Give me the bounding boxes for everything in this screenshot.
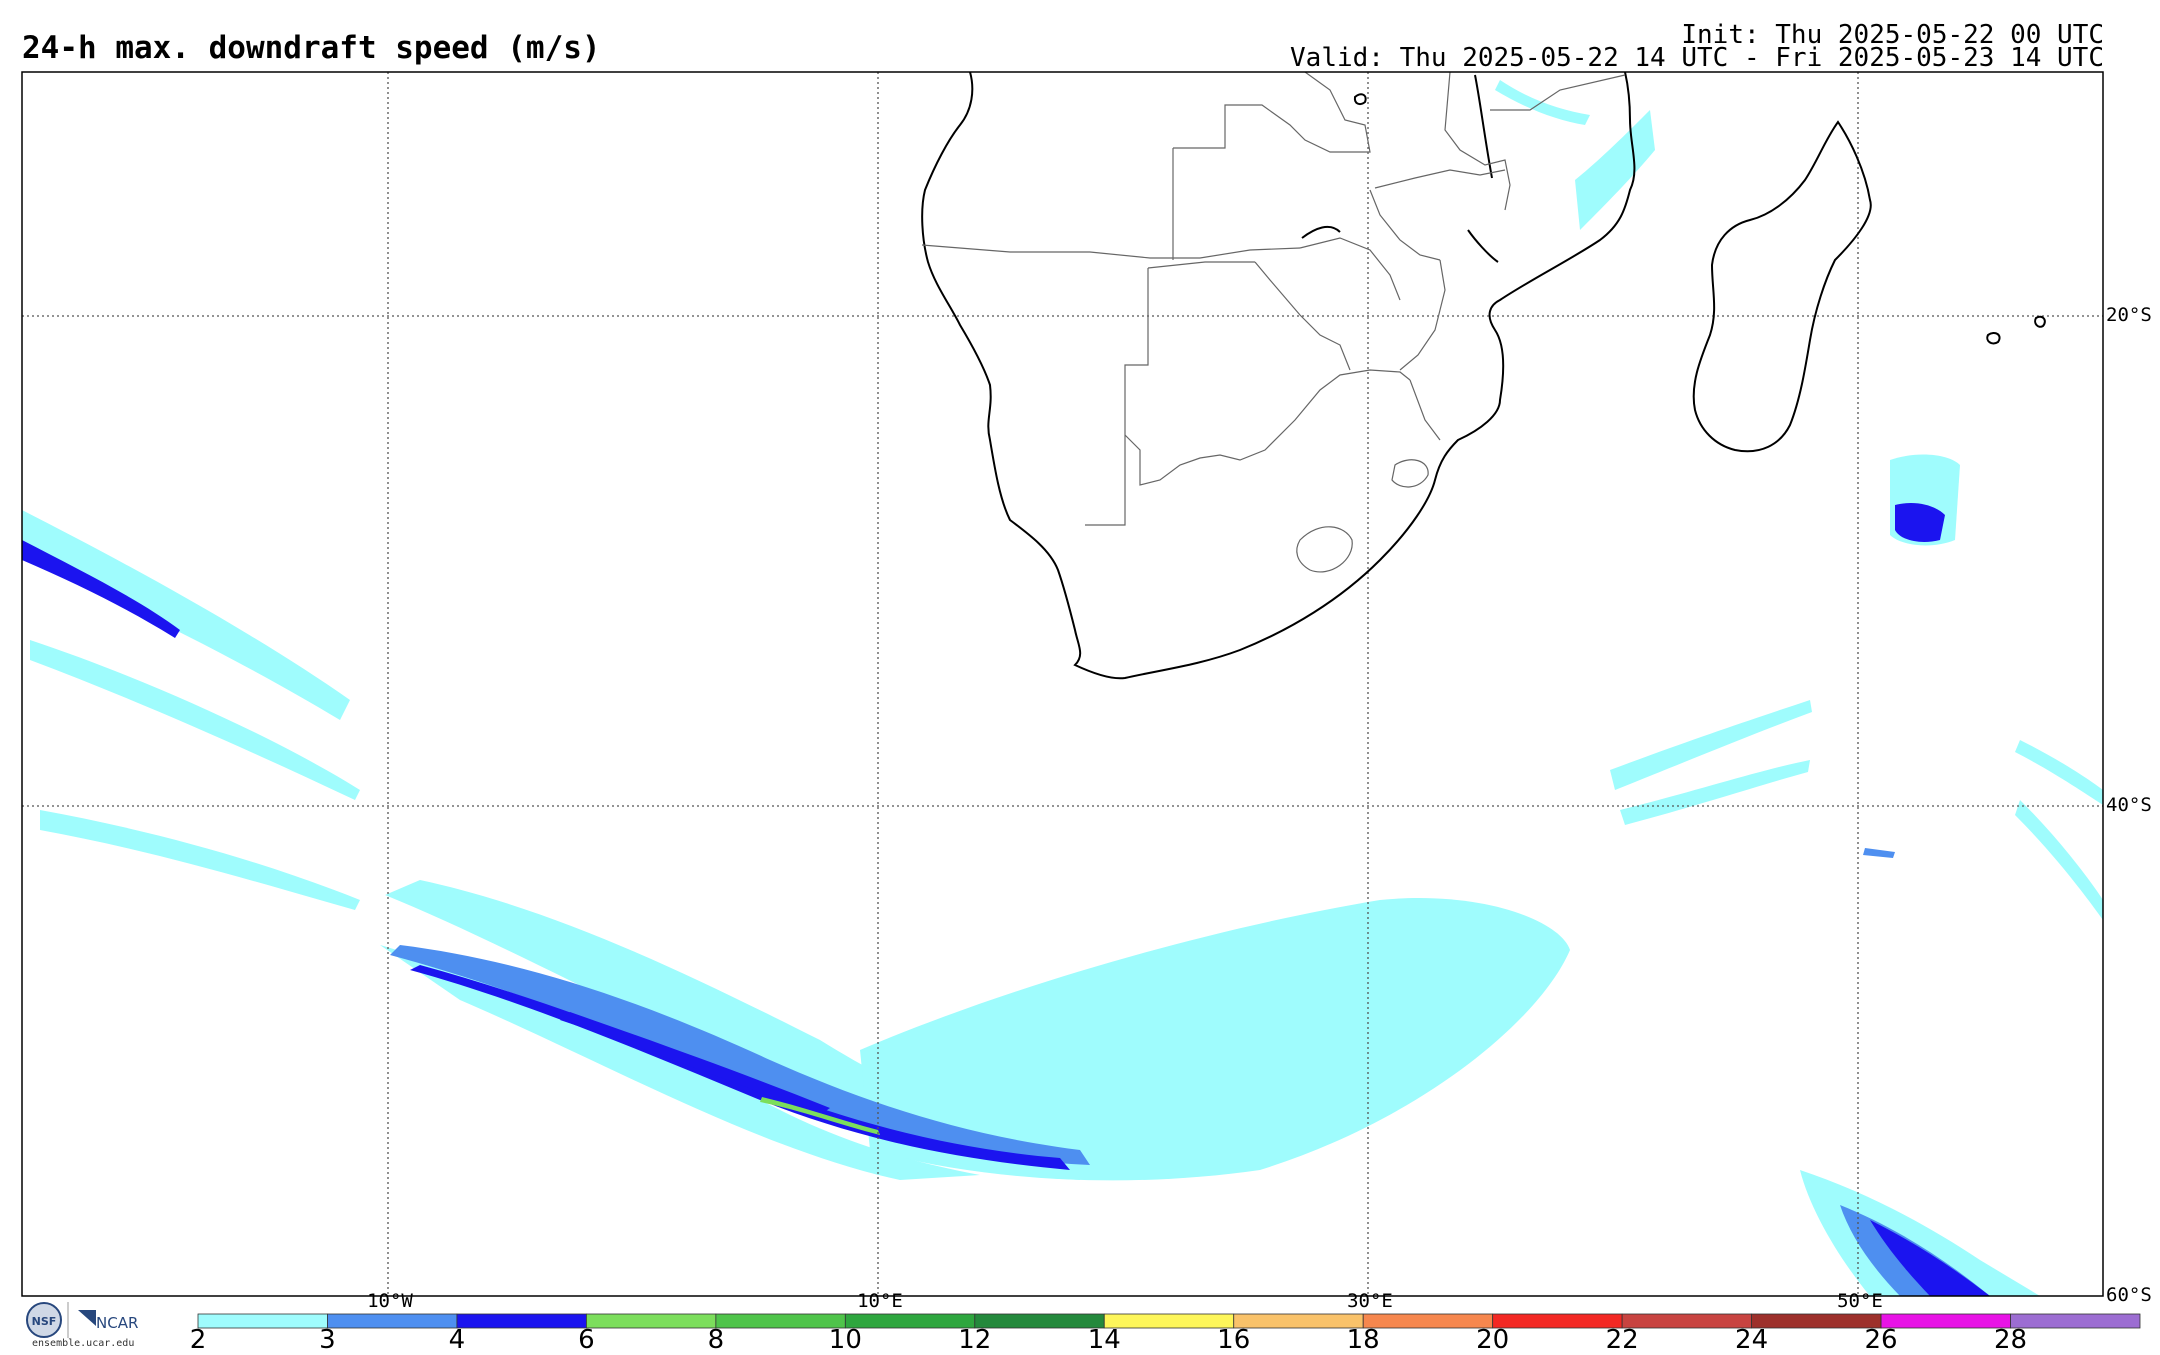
band-green-core: [760, 1097, 880, 1135]
west-streak-blue: [22, 540, 180, 638]
lon-label-30e: 30°E: [1347, 1290, 1393, 1312]
colorbar-tick-label: 6: [578, 1325, 595, 1355]
se-light: [1800, 1170, 2040, 1296]
east-streak-1: [1610, 700, 1812, 790]
colorbar-swatch: [1880, 1313, 2011, 1329]
lake-victoria-blob: [1353, 93, 1367, 106]
lon-label-10e: 10°E: [857, 1290, 903, 1312]
svg-text:NSF: NSF: [32, 1315, 57, 1328]
colorbar-tick-label: 12: [958, 1325, 992, 1355]
lake-tanganyika: [1474, 74, 1493, 179]
colorbar-tick-label: 16: [1217, 1325, 1251, 1355]
init-time: Init: Thu 2025-05-22 00 UTC: [1681, 20, 2104, 50]
east-streak-3: [2015, 740, 2103, 805]
band-light-east: [860, 898, 1570, 1181]
colorbar-tick-label: 26: [1864, 1325, 1898, 1355]
colorbar-tick-label: 10: [828, 1325, 862, 1355]
valid-time: Valid: Thu 2025-05-22 14 UTC - Fri 2025-…: [1290, 43, 2104, 73]
colorbar-tick-label: 20: [1476, 1325, 1510, 1355]
lat-label-40s: 40°S: [2106, 794, 2152, 816]
colorbar-swatch: [844, 1313, 976, 1329]
madagascar-coast: [1692, 120, 1872, 453]
band-medium: [390, 945, 1090, 1165]
colorbar-swatch: [456, 1313, 587, 1329]
colorbar-tick-label: 14: [1087, 1325, 1121, 1355]
lon-label-50e: 50°E: [1837, 1290, 1883, 1312]
lake-kariba: [1301, 225, 1341, 239]
coastlines: [921, 72, 2046, 680]
svg-text:NCAR: NCAR: [96, 1314, 138, 1332]
africa-coast: [921, 72, 1636, 680]
lon-label-10w: 10°W: [367, 1290, 413, 1312]
colorbar-swatch: [327, 1313, 458, 1329]
colorbar-tick-label: 28: [1993, 1325, 2028, 1355]
colorbar-swatch: [197, 1313, 328, 1329]
lat-label-60s: 60°S: [2106, 1284, 2152, 1306]
colorbar-tick-label: 24: [1735, 1325, 1769, 1355]
colorbar-tick-label: 22: [1605, 1325, 1639, 1355]
band-strong-core: [560, 1012, 830, 1115]
colorbar-swatch: [715, 1313, 846, 1329]
ncar-logo: NSF NCAR: [26, 1302, 138, 1338]
colorbar: [197, 1313, 2141, 1329]
colorbar-swatch: [974, 1313, 1105, 1329]
se-strong: [1870, 1220, 1990, 1296]
downdraft-field: [22, 80, 2103, 1296]
map-title: 24-h max. downdraft speed (m/s): [22, 30, 601, 66]
colorbar-swatch: [1103, 1313, 1235, 1329]
country-borders: [921, 72, 1626, 573]
colorbar-swatch: [1751, 1313, 1882, 1329]
colorbar-swatch: [2010, 1313, 2141, 1329]
colorbar-tick-label: 3: [319, 1325, 336, 1355]
west-streak-lower2: [40, 810, 360, 910]
reunion: [2034, 315, 2046, 328]
logo-url: ensemble.ucar.edu: [32, 1338, 135, 1349]
lake-malawi: [1467, 229, 1499, 263]
west-streak-lower: [30, 640, 360, 800]
north-streak-1: [1575, 110, 1655, 230]
west-streak-light: [22, 510, 350, 720]
east-streak-2: [1620, 760, 1810, 825]
lat-label-20s: 20°S: [2106, 304, 2152, 326]
east-blob-blue: [1895, 503, 1945, 542]
colorbar-tick-label: 2: [189, 1325, 207, 1355]
east-dash: [1863, 848, 1895, 858]
colorbar-tick-label: 4: [448, 1325, 466, 1355]
east-streak-4: [2015, 800, 2103, 920]
colorbar-tick-label: 18: [1346, 1325, 1380, 1355]
map-frame: [21, 71, 2104, 1297]
colorbar-swatch: [1233, 1313, 1364, 1329]
north-streak-2: [1495, 80, 1590, 125]
colorbar-swatch: [586, 1313, 717, 1329]
graticule: [22, 72, 2103, 1296]
colorbar-swatch: [1362, 1313, 1494, 1329]
colorbar-tick-label: 8: [707, 1325, 725, 1355]
colorbar-swatch: [1492, 1313, 1623, 1329]
comoros: [1986, 332, 2001, 345]
colorbar-swatch: [1621, 1313, 1752, 1329]
